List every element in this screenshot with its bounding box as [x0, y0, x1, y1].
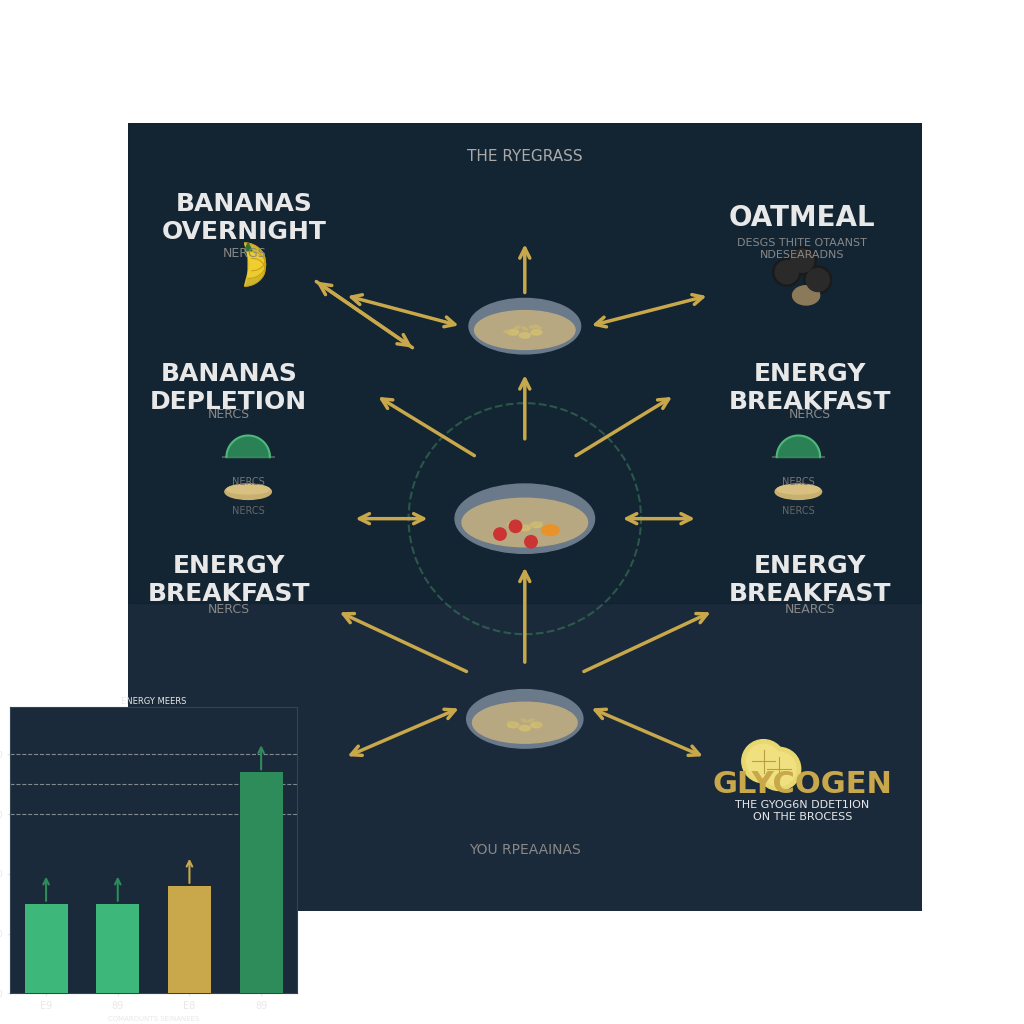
Ellipse shape	[225, 484, 271, 500]
Circle shape	[773, 258, 801, 286]
Text: NERCS: NERCS	[208, 409, 250, 421]
Circle shape	[791, 249, 814, 272]
Circle shape	[741, 739, 785, 782]
Text: NERCS: NERCS	[788, 409, 831, 421]
Ellipse shape	[504, 525, 510, 527]
Ellipse shape	[474, 310, 575, 349]
Ellipse shape	[508, 522, 518, 527]
Circle shape	[509, 520, 521, 532]
Ellipse shape	[226, 484, 269, 494]
Text: ENERGY
BREAKFAST: ENERGY BREAKFAST	[147, 554, 310, 606]
Ellipse shape	[519, 525, 530, 530]
Ellipse shape	[508, 330, 518, 335]
Text: NERCS: NERCS	[782, 477, 815, 486]
Bar	[128, 123, 922, 603]
Ellipse shape	[519, 725, 530, 731]
Bar	[240, 772, 283, 1024]
Polygon shape	[748, 754, 767, 776]
Bar	[96, 904, 139, 1024]
Text: NERCS: NERCS	[208, 603, 250, 616]
Ellipse shape	[508, 722, 518, 728]
Ellipse shape	[531, 330, 542, 335]
Ellipse shape	[522, 333, 527, 335]
Ellipse shape	[455, 484, 595, 553]
Polygon shape	[248, 251, 265, 279]
Ellipse shape	[539, 328, 545, 331]
Ellipse shape	[467, 689, 583, 749]
Ellipse shape	[777, 484, 819, 494]
Text: YOU RPEAAINAS: YOU RPEAAINAS	[469, 843, 581, 857]
Text: DESGS THITE OTAANST
NDESEARADNS: DESGS THITE OTAANST NDESEARADNS	[737, 239, 867, 260]
Text: THE RYEGRASS: THE RYEGRASS	[467, 150, 583, 164]
Text: GLYCOGEN: GLYCOGEN	[713, 770, 892, 799]
Ellipse shape	[531, 522, 542, 527]
Ellipse shape	[519, 333, 530, 338]
Ellipse shape	[527, 725, 534, 727]
Text: ENERGY
BREAKFAST: ENERGY BREAKFAST	[729, 554, 891, 606]
Ellipse shape	[527, 525, 534, 527]
Text: NERCS: NERCS	[231, 477, 264, 486]
Circle shape	[775, 261, 799, 284]
Ellipse shape	[530, 331, 537, 334]
Title: ENERGY MEERS: ENERGY MEERS	[121, 696, 186, 706]
Circle shape	[494, 528, 506, 541]
Circle shape	[806, 268, 829, 292]
Circle shape	[746, 744, 780, 778]
Ellipse shape	[507, 724, 513, 727]
Bar	[168, 886, 211, 1024]
Ellipse shape	[536, 521, 542, 523]
Text: BANANAS
DEPLETION: BANANAS DEPLETION	[151, 361, 307, 414]
Ellipse shape	[775, 484, 821, 500]
Text: NERCS: NERCS	[231, 506, 264, 516]
Ellipse shape	[535, 722, 541, 725]
Text: OATMEAL: OATMEAL	[729, 205, 876, 232]
Circle shape	[762, 752, 796, 785]
Ellipse shape	[531, 722, 542, 728]
Ellipse shape	[514, 331, 520, 333]
Circle shape	[758, 748, 801, 791]
Ellipse shape	[520, 520, 526, 522]
Text: NERCS: NERCS	[782, 506, 815, 516]
Ellipse shape	[469, 298, 581, 354]
Text: THE GYOG6N DDET1ION
ON THE BROCESS: THE GYOG6N DDET1ION ON THE BROCESS	[735, 801, 869, 822]
Circle shape	[788, 247, 816, 274]
Polygon shape	[245, 258, 265, 286]
Ellipse shape	[793, 286, 819, 305]
Text: BANANAS
OVERNIGHT: BANANAS OVERNIGHT	[162, 193, 327, 245]
Text: NERGS: NERGS	[222, 247, 266, 259]
Ellipse shape	[462, 499, 588, 547]
Ellipse shape	[542, 525, 559, 536]
Ellipse shape	[472, 702, 578, 743]
Ellipse shape	[513, 522, 519, 525]
Ellipse shape	[507, 326, 512, 329]
Polygon shape	[245, 243, 252, 251]
Polygon shape	[245, 243, 265, 270]
Circle shape	[524, 536, 538, 548]
Circle shape	[804, 266, 831, 294]
Text: NEARCS: NEARCS	[784, 603, 836, 616]
Text: ENERGY
BREAKFAST: ENERGY BREAKFAST	[729, 361, 891, 414]
Ellipse shape	[512, 724, 518, 726]
Ellipse shape	[522, 721, 528, 723]
X-axis label: COMAROUNTS SEINANEES: COMAROUNTS SEINANEES	[108, 1017, 200, 1023]
Bar	[25, 904, 68, 1024]
